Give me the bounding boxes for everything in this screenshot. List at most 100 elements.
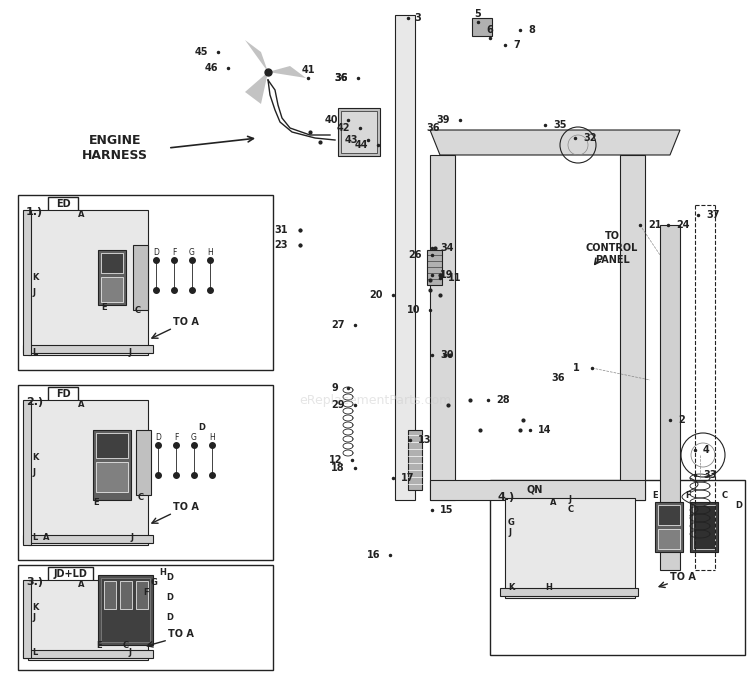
Text: A: A <box>78 210 85 219</box>
Polygon shape <box>620 155 645 500</box>
Bar <box>96 433 128 458</box>
Text: H: H <box>209 433 214 442</box>
Text: F: F <box>172 247 176 256</box>
Bar <box>101 578 150 642</box>
Polygon shape <box>245 40 268 72</box>
Text: 36: 36 <box>427 123 440 133</box>
Text: 5: 5 <box>475 9 482 19</box>
Text: 20: 20 <box>370 290 383 300</box>
Text: J: J <box>128 348 131 357</box>
Text: 27: 27 <box>332 320 345 330</box>
Text: J: J <box>32 288 35 297</box>
Text: 35: 35 <box>553 120 566 130</box>
Text: 31: 31 <box>274 225 288 235</box>
Text: TO A: TO A <box>670 572 696 582</box>
Text: eReplacementParts.com: eReplacementParts.com <box>298 394 452 407</box>
Text: 37: 37 <box>706 210 719 220</box>
Bar <box>23 650 153 658</box>
Text: D: D <box>735 501 742 510</box>
Bar <box>48 197 78 211</box>
Text: D: D <box>166 593 173 602</box>
Text: 9: 9 <box>332 383 338 393</box>
Bar <box>655 502 683 552</box>
Text: F: F <box>685 491 691 500</box>
Text: 42: 42 <box>337 123 350 133</box>
Text: A: A <box>78 400 85 409</box>
Text: C: C <box>123 641 129 650</box>
Text: K: K <box>32 603 38 612</box>
Bar <box>48 567 93 581</box>
Bar <box>28 580 148 660</box>
Text: L: L <box>32 533 38 542</box>
Text: 46: 46 <box>205 63 218 73</box>
Text: 44: 44 <box>355 140 368 150</box>
Text: 1.): 1.) <box>26 207 43 217</box>
Bar <box>101 277 123 302</box>
Bar <box>500 588 638 596</box>
Bar <box>136 430 151 495</box>
Text: D: D <box>155 433 161 442</box>
Text: J: J <box>128 648 131 657</box>
Text: L: L <box>32 348 38 357</box>
Text: C: C <box>722 491 728 500</box>
Text: E: E <box>652 491 658 500</box>
Text: 41: 41 <box>302 65 315 75</box>
Text: G: G <box>191 433 197 442</box>
Text: 7: 7 <box>513 40 520 50</box>
Text: E: E <box>101 303 106 312</box>
Text: 4: 4 <box>703 445 709 455</box>
Text: 34: 34 <box>440 243 454 253</box>
Text: D: D <box>166 573 173 582</box>
Bar <box>98 575 153 645</box>
Bar <box>23 580 31 658</box>
Bar <box>520 482 550 496</box>
Text: 36: 36 <box>551 373 565 383</box>
Bar <box>101 253 123 273</box>
Bar <box>658 529 680 549</box>
Text: K: K <box>32 273 38 282</box>
Text: A: A <box>43 533 50 542</box>
Bar <box>28 400 148 545</box>
Bar <box>23 535 153 543</box>
Text: 16: 16 <box>367 550 380 560</box>
Bar <box>98 250 126 305</box>
Text: 36: 36 <box>334 73 348 83</box>
Text: D: D <box>198 423 205 432</box>
Bar <box>28 210 148 355</box>
Text: 19: 19 <box>440 270 454 280</box>
Text: 21: 21 <box>648 220 662 230</box>
Text: 24: 24 <box>676 220 689 230</box>
Text: C: C <box>135 306 141 315</box>
Text: TO A: TO A <box>168 629 194 639</box>
Text: J: J <box>130 533 133 542</box>
Polygon shape <box>245 72 268 104</box>
Bar <box>48 387 78 401</box>
Text: 40: 40 <box>325 115 338 125</box>
Text: 18: 18 <box>332 463 345 473</box>
Bar <box>23 210 31 355</box>
Polygon shape <box>268 66 306 78</box>
Text: 17: 17 <box>401 473 415 483</box>
Text: 12: 12 <box>328 455 342 465</box>
Bar <box>690 502 718 552</box>
Text: F: F <box>174 433 178 442</box>
Bar <box>341 111 377 153</box>
Text: JD+LD: JD+LD <box>53 569 88 579</box>
Text: 8: 8 <box>528 25 535 35</box>
Text: D: D <box>153 247 159 256</box>
Text: 2: 2 <box>678 415 685 425</box>
Text: 13: 13 <box>418 435 431 445</box>
Text: E: E <box>96 641 102 650</box>
Bar <box>104 581 116 609</box>
Text: L: L <box>32 648 38 657</box>
Bar <box>18 385 273 560</box>
Bar <box>658 505 680 525</box>
Bar <box>18 565 273 670</box>
Text: 43: 43 <box>344 135 358 145</box>
Bar <box>338 108 380 156</box>
Polygon shape <box>430 480 645 500</box>
Text: J: J <box>568 495 571 504</box>
Text: G: G <box>151 578 157 587</box>
Text: H: H <box>545 583 552 592</box>
Text: G: G <box>508 518 515 527</box>
